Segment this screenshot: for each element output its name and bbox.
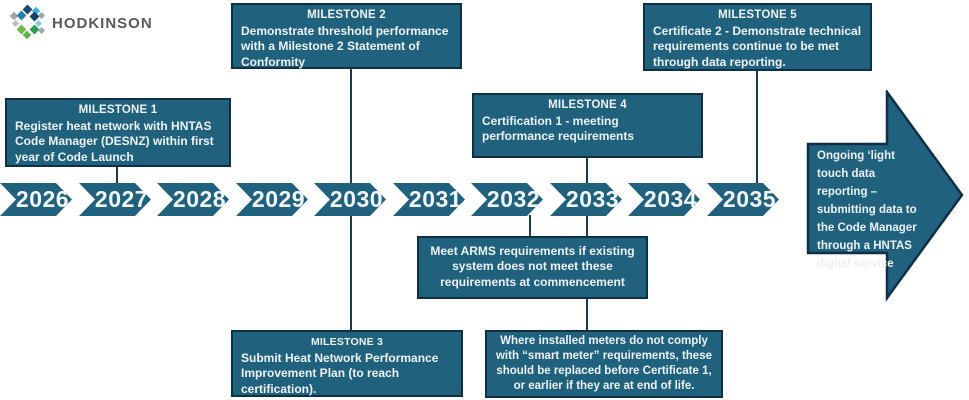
milestone-3-body: Submit Heat Network Performance Improvem… — [241, 350, 439, 396]
milestone-4-box: MILESTONE 4 Certification 1 - meeting pe… — [472, 93, 703, 158]
timeline-year-2026: 2026 — [0, 183, 72, 216]
milestone-1-body: Register heat network with HNTAS Code Ma… — [15, 118, 214, 164]
milestone-4-title: MILESTONE 4 — [548, 99, 627, 111]
milestone-3-box: MILESTONE 3 Submit Heat Network Performa… — [231, 330, 463, 397]
connector-2032-to-arms-box — [529, 215, 531, 237]
arms-note-body: Meet ARMS requirements if existing syste… — [430, 243, 635, 289]
logo-wordmark: HODKINSON — [52, 14, 153, 32]
connector-milestone5-to-2035 — [756, 70, 758, 184]
x-diamonds-logo-icon — [9, 4, 46, 40]
milestone-5-body: Certificate 2 - Demonstrate technical re… — [653, 23, 862, 69]
ongoing-reporting-arrow — [806, 90, 964, 302]
milestone-1-box: MILESTONE 1 Register heat network with H… — [5, 98, 231, 167]
timeline-year-2029: 2029 — [236, 183, 308, 216]
milestone-2-title: MILESTONE 2 — [307, 9, 386, 21]
milestone-2-body: Demonstrate threshold performance with a… — [241, 23, 449, 69]
smart-meter-note-body: Where installed meters do not comply wit… — [495, 335, 712, 392]
connector-milestone4-to-2033 — [586, 157, 588, 184]
connector-milestone2-to-2030 — [350, 68, 352, 184]
milestone-3-title: MILESTONE 3 — [310, 336, 384, 348]
timeline-year-2031: 2031 — [393, 183, 465, 216]
connector-milestone1-to-2027 — [116, 167, 118, 184]
timeline-year-2028: 2028 — [157, 183, 229, 216]
milestone-5-title: MILESTONE 5 — [718, 9, 797, 21]
arms-requirements-note-box: Meet ARMS requirements if existing syste… — [417, 236, 648, 299]
milestone-1-title: MILESTONE 1 — [78, 104, 158, 116]
timeline-year-2027: 2027 — [79, 183, 151, 216]
milestone-2-box: MILESTONE 2 Demonstrate threshold perfor… — [231, 3, 462, 69]
timeline-year-2032: 2032 — [471, 183, 543, 216]
milestone-4-body: Certification 1 - meeting performance re… — [482, 113, 635, 144]
timeline-year-2035: 2035 — [707, 183, 779, 216]
timeline-year-2033: 2033 — [550, 183, 622, 216]
ongoing-reporting-text: Ongoing ‘light touch data reporting – su… — [817, 150, 917, 270]
connector-arms-to-meter-box — [586, 298, 588, 331]
timeline-year-2034: 2034 — [628, 183, 700, 216]
connector-2033-to-arms-box — [586, 215, 588, 237]
connector-2030-to-milestone3 — [350, 215, 352, 331]
smart-meter-note-box: Where installed meters do not comply wit… — [485, 330, 723, 398]
milestone-5-box: MILESTONE 5 Certificate 2 - Demonstrate … — [643, 3, 872, 71]
hodkinson-logo: HODKINSON — [8, 4, 153, 42]
timeline-year-2030: 2030 — [314, 183, 386, 216]
